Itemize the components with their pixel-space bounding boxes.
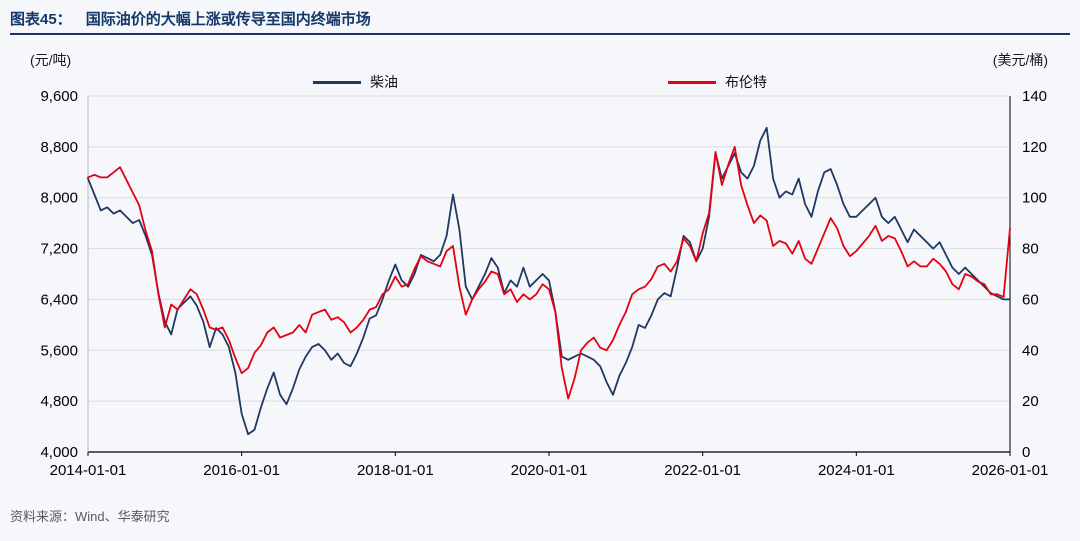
right-tick-label: 100 <box>1022 190 1047 207</box>
right-tick-label: 60 <box>1022 291 1039 308</box>
left-tick-label: 6,400 <box>40 291 78 308</box>
x-tick-label: 2020-01-01 <box>511 462 588 479</box>
dual-axis-line-chart: 9,600 8,800 8,000 7,200 6,400 5,600 4,800 4,000… <box>40 88 1049 479</box>
left-tick-label: 8,800 <box>40 139 78 156</box>
x-tick-label: 2026-01-01 <box>972 462 1049 479</box>
diesel-line-swatch <box>313 80 361 84</box>
figure-title: 国际油价的大幅上涨或传导至国内终端市场 <box>85 11 371 28</box>
x-tick-label: 2018-01-01 <box>357 462 434 479</box>
brent-line-swatch <box>668 80 716 84</box>
source-note: 资料来源：Wind、华泰研究 <box>10 509 170 524</box>
right-axis-unit: (美元/桶) <box>992 52 1048 68</box>
right-tick-label: 140 <box>1022 88 1047 105</box>
x-tick-label: 2014-01-01 <box>50 462 127 479</box>
right-tick-label: 40 <box>1022 342 1039 359</box>
right-tick-label: 20 <box>1022 393 1039 410</box>
legend-label-diesel: 柴油 <box>370 74 398 90</box>
legend-label-brent: 布伦特 <box>725 74 767 90</box>
left-tick-label: 4,000 <box>40 444 78 461</box>
left-tick-label: 5,600 <box>40 342 78 359</box>
left-tick-label: 8,000 <box>40 190 78 207</box>
left-axis-unit: (元/吨) <box>30 52 72 68</box>
figure-header: 图表45： 国际油价的大幅上涨或传导至国内终端市场 <box>10 8 371 29</box>
left-tick-label: 9,600 <box>40 88 78 105</box>
left-tick-label: 4,800 <box>40 393 78 410</box>
brent-series-line <box>87 146 1011 400</box>
legend-item-brent: 布伦特 <box>668 72 767 92</box>
right-tick-label: 0 <box>1022 444 1030 461</box>
left-tick-label: 7,200 <box>40 241 78 258</box>
x-tick-label: 2022-01-01 <box>664 462 741 479</box>
x-tick-label: 2024-01-01 <box>818 462 895 479</box>
chart-legend: 柴油 布伦特 <box>0 72 1080 92</box>
right-tick-label: 120 <box>1022 139 1047 156</box>
right-tick-label: 80 <box>1022 241 1039 258</box>
legend-item-diesel: 柴油 <box>313 72 398 92</box>
figure-label: 图表45： <box>10 11 72 28</box>
title-underline <box>10 33 1070 35</box>
diesel-series-line <box>87 126 1011 436</box>
x-tick-label: 2016-01-01 <box>203 462 280 479</box>
